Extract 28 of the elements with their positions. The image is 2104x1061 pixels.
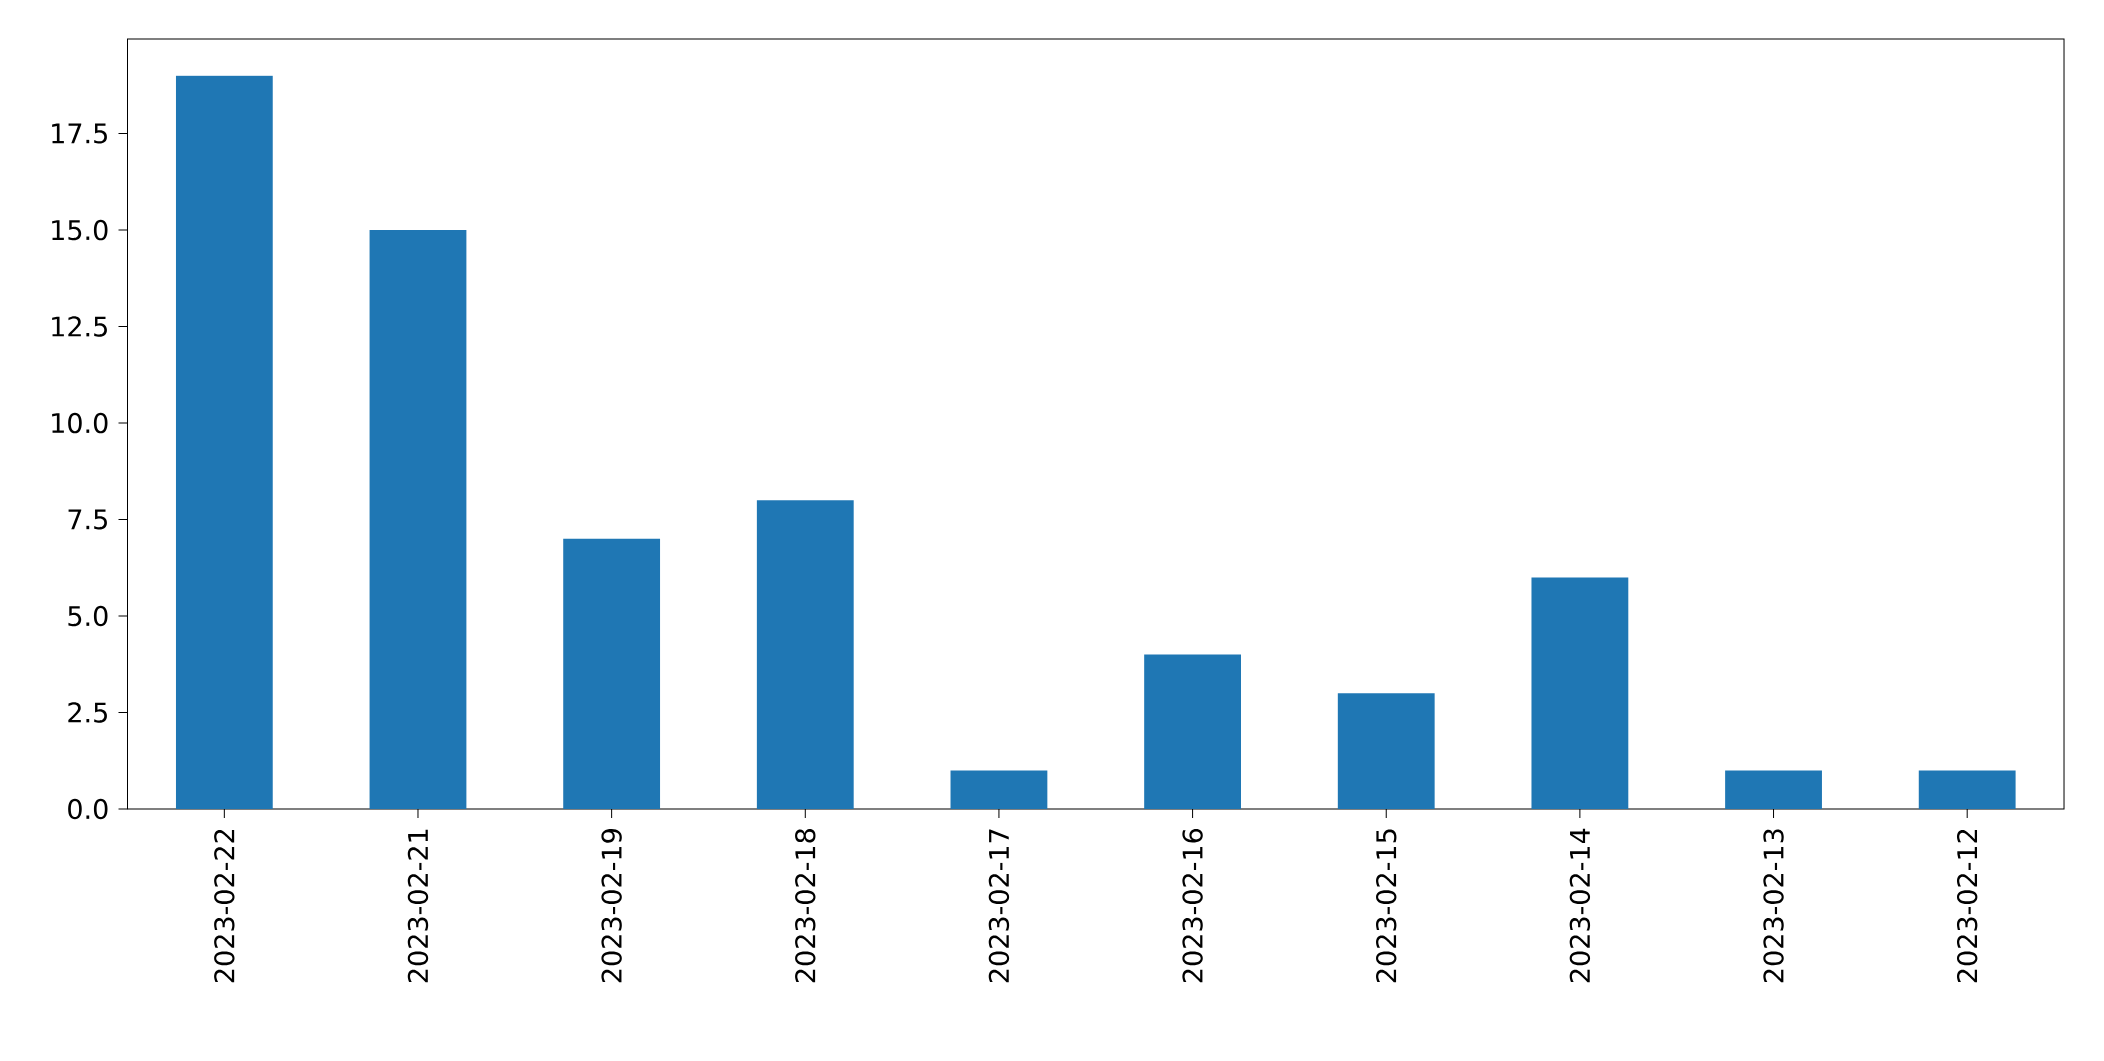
- y-tick-label: 0.0: [68, 798, 108, 820]
- x-tick-label: 2023-02-12: [1956, 829, 1978, 983]
- x-tick-label: 2023-02-17: [988, 829, 1010, 983]
- x-tick-label: 2023-02-18: [795, 829, 816, 983]
- bar: [369, 230, 467, 809]
- x-tick-label: 2023-02-21: [407, 829, 429, 983]
- x-tick-label: 2023-02-19: [601, 829, 622, 983]
- bar: [1337, 693, 1435, 809]
- x-tick-label: 2023-02-22: [214, 829, 235, 983]
- bar: [950, 770, 1048, 809]
- x-tick-label: 2023-02-15: [1376, 829, 1397, 983]
- x-tick-label: 2023-02-14: [1569, 828, 1591, 983]
- y-tick-label: 12.5: [52, 316, 107, 337]
- bar: [1144, 654, 1241, 809]
- x-tick-label: 2023-02-13: [1763, 829, 1784, 983]
- bar: [1725, 770, 1822, 809]
- bar: [1531, 577, 1629, 809]
- y-tick-label: 17.5: [52, 123, 107, 144]
- bar: [756, 500, 854, 809]
- y-tick-label: 7.5: [68, 509, 107, 530]
- bar: [563, 538, 661, 809]
- y-tick-label: 5.0: [68, 605, 108, 627]
- y-tick-label: 15.0: [52, 219, 108, 241]
- bar: [175, 75, 273, 809]
- y-tick-label: 2.5: [68, 702, 107, 723]
- bar: [1918, 770, 2016, 809]
- y-tick-label: 10.0: [52, 412, 108, 434]
- x-tick-label: 2023-02-16: [1182, 828, 1203, 983]
